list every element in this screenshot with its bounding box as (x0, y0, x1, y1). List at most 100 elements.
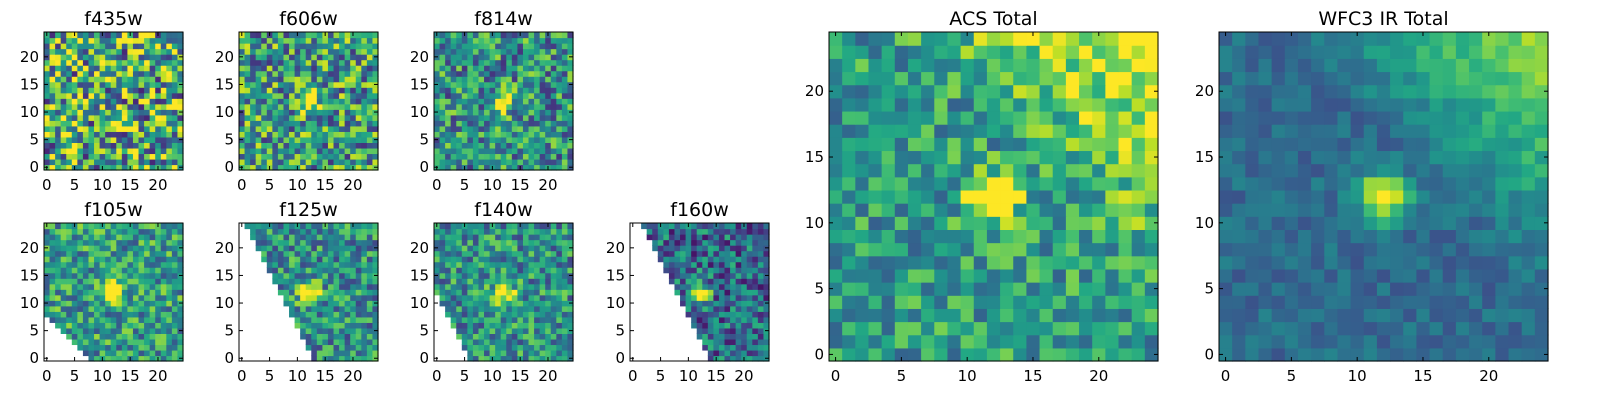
heatmap-cell (239, 87, 246, 94)
heatmap-cell (361, 87, 368, 94)
heatmap-cell (1324, 268, 1339, 283)
heatmap-cell (1039, 216, 1054, 230)
heatmap-cell (144, 54, 151, 61)
heatmap-cell (868, 347, 883, 362)
heatmap-cell (668, 234, 676, 241)
heatmap-cell (757, 234, 765, 241)
heatmap-cell (528, 278, 535, 285)
heatmap-cell (757, 327, 765, 334)
heatmap-cell (289, 164, 296, 171)
heatmap-cell (277, 153, 285, 160)
heatmap-cell (250, 43, 257, 50)
heatmap-cell (907, 203, 922, 217)
heatmap-cell (121, 164, 128, 171)
heatmap-cell (752, 344, 759, 351)
heatmap-cell (294, 136, 301, 143)
heatmap-cell (272, 92, 279, 99)
heatmap-cell (138, 333, 145, 340)
heatmap-cell (713, 261, 720, 268)
heatmap-cell (1065, 203, 1080, 217)
heatmap-cell (294, 81, 301, 88)
heatmap-cell (500, 48, 507, 55)
heatmap-cell (177, 267, 184, 274)
heatmap-cell (255, 65, 262, 72)
heatmap-cell (110, 355, 117, 362)
heatmap-cell (77, 114, 84, 121)
heatmap-cell (986, 321, 1001, 336)
heatmap-cell (550, 267, 557, 274)
x-tick-label: 0 (237, 367, 247, 385)
heatmap-cell (528, 234, 535, 241)
heatmap-cell (261, 37, 268, 44)
heatmap-cell (511, 48, 518, 55)
heatmap-cell (921, 150, 935, 165)
heatmap-cell (495, 349, 502, 357)
heatmap-cell (77, 48, 84, 55)
heatmap-cell (88, 311, 95, 318)
heatmap-cell (283, 87, 290, 94)
heatmap-cell (713, 322, 720, 329)
heatmap-cell (350, 245, 357, 252)
heatmap-cell (1065, 97, 1080, 112)
heatmap-cell (327, 87, 335, 94)
heatmap-cell (746, 355, 753, 362)
heatmap-cell (934, 216, 949, 230)
heatmap-cell (171, 234, 179, 241)
heatmap-cell (105, 32, 112, 39)
heatmap-cell (316, 289, 323, 296)
heatmap-cell (255, 158, 262, 166)
heatmap-cell (121, 223, 128, 230)
heatmap-cell (327, 311, 335, 318)
heatmap-cell (294, 142, 301, 149)
heatmap-cell (506, 92, 513, 99)
heatmap-cell (696, 311, 703, 318)
heatmap-cell (500, 81, 507, 88)
heatmap-cell (718, 256, 726, 263)
heatmap-cell (88, 147, 95, 155)
heatmap-cell (339, 228, 346, 235)
heatmap-cell (439, 98, 446, 105)
heatmap-cell (550, 131, 557, 138)
heatmap-cell (1363, 334, 1378, 349)
heatmap-cell (55, 153, 62, 160)
heatmap-cell (707, 333, 714, 340)
y-tick-label: 10 (20, 103, 39, 121)
heatmap-cell (277, 142, 285, 149)
heatmap-cell (1026, 189, 1041, 204)
heatmap-cell (261, 228, 268, 235)
heatmap-cell (478, 333, 485, 340)
heatmap-cell (300, 48, 307, 55)
heatmap-cell (1219, 347, 1233, 362)
heatmap-cell (261, 81, 268, 88)
heatmap-cell (105, 65, 112, 72)
heatmap-cell (528, 164, 535, 171)
heatmap-cell (960, 32, 975, 46)
heatmap-cell (960, 45, 975, 59)
heatmap-cell (350, 136, 357, 143)
heatmap-cell (1144, 97, 1159, 112)
heatmap-cell (691, 234, 698, 241)
heatmap-cell (350, 311, 357, 318)
heatmap-cell (339, 327, 346, 334)
heatmap-cell (305, 43, 312, 50)
heatmap-cell (171, 289, 179, 296)
heatmap-cell (450, 322, 457, 329)
heatmap-cell (484, 48, 491, 55)
heatmap-cell (461, 272, 468, 279)
heatmap-cell (1105, 124, 1120, 138)
heatmap-cell (550, 92, 557, 99)
heatmap-cell (986, 110, 1001, 125)
heatmap-cell (478, 125, 485, 132)
heatmap-cell (550, 228, 557, 235)
heatmap-cell (350, 338, 357, 346)
heatmap-cell (434, 267, 441, 274)
heatmap-cell (528, 333, 535, 340)
heatmap-cell (550, 125, 557, 132)
heatmap-cell (60, 289, 67, 296)
heatmap-cell (149, 87, 156, 94)
heatmap-cell (339, 131, 346, 138)
heatmap-cell (907, 268, 922, 283)
heatmap-cell (160, 131, 167, 138)
heatmap-cell (60, 322, 67, 329)
heatmap-cell (311, 344, 318, 351)
